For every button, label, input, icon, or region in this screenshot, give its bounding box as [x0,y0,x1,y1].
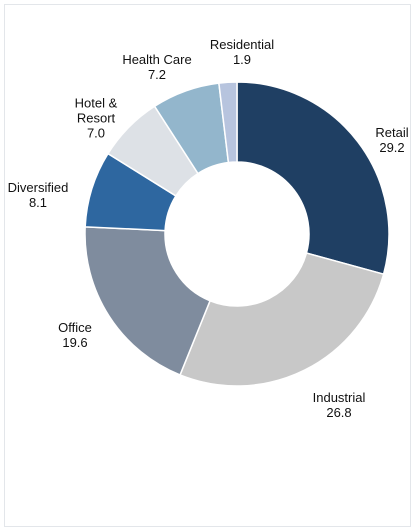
donut-slice [84,226,212,376]
slice-label: Hotel & Resort 7.0 [67,96,125,141]
slice-label: Retail 29.2 [362,125,417,155]
slice-label: Diversified 8.1 [0,180,78,210]
value-label: 1.9 [232,52,252,67]
value-label: 29.2 [379,140,405,155]
slice-label: Industrial 26.8 [299,390,379,420]
category-name: Retail [375,125,409,140]
donut-slice [218,81,238,164]
category-name: Health Care [122,52,192,67]
category-name: Hotel & Resort [74,95,118,126]
value-label: 7.2 [147,67,167,82]
donut-slice [179,252,385,387]
slice-label: Health Care 7.2 [112,52,202,82]
category-name: Industrial [312,390,366,405]
donut-slice [236,81,390,276]
value-label: 8.1 [28,195,48,210]
slice-label: Residential 1.9 [197,37,287,67]
value-label: 19.6 [62,335,88,350]
category-name: Office [58,320,92,335]
frame [4,4,411,527]
value-label: 26.8 [326,405,352,420]
category-name: Residential [209,37,275,52]
category-name: Diversified [7,180,69,195]
slice-label: Office 19.6 [45,320,105,350]
value-label: 7.0 [86,125,106,141]
